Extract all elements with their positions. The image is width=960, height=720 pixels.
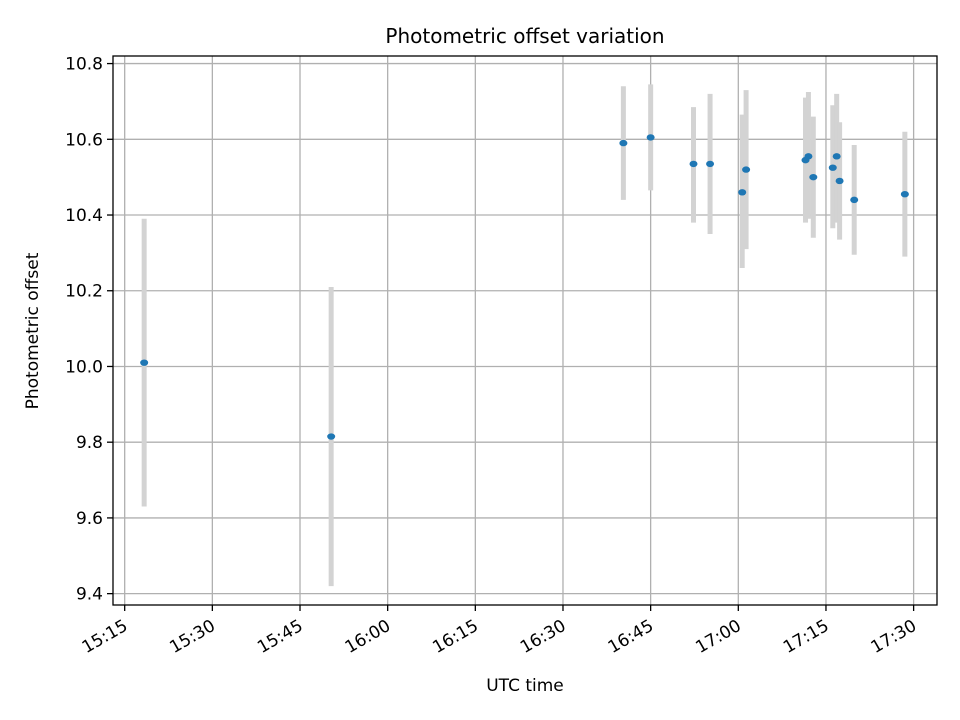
data-point <box>706 160 715 168</box>
y-tick-label: 9.6 <box>76 509 103 529</box>
data-point <box>742 166 751 173</box>
y-tick-label: 9.8 <box>76 433 103 453</box>
x-axis-label: UTC time <box>486 676 564 696</box>
data-point <box>804 153 813 160</box>
y-tick-label: 10.0 <box>65 357 103 377</box>
data-point <box>809 173 818 181</box>
data-point <box>646 134 655 141</box>
data-point <box>140 359 149 366</box>
data-point <box>850 196 859 204</box>
y-tick-label: 10.4 <box>65 206 103 226</box>
data-point <box>689 160 698 168</box>
y-tick-label: 10.6 <box>65 130 103 150</box>
data-point <box>738 189 747 196</box>
data-point <box>832 153 841 160</box>
data-point <box>900 190 909 198</box>
y-axis-ticks: 9.4 9.6 9.8 10.0 10.2 10.4 10.6 10.8 <box>65 55 113 605</box>
data-point <box>327 433 336 440</box>
grid-lines <box>113 56 937 605</box>
data-point <box>619 139 628 147</box>
data-point <box>828 164 837 171</box>
y-axis-label: Photometric offset <box>23 252 43 409</box>
chart-title: Photometric offset variation <box>385 24 664 48</box>
y-tick-label: 10.2 <box>65 282 103 302</box>
y-tick-label: 10.8 <box>65 55 103 75</box>
data-points <box>140 134 909 440</box>
data-point <box>835 177 844 185</box>
plot-frame <box>112 55 938 606</box>
y-tick-label: 9.4 <box>76 585 103 605</box>
